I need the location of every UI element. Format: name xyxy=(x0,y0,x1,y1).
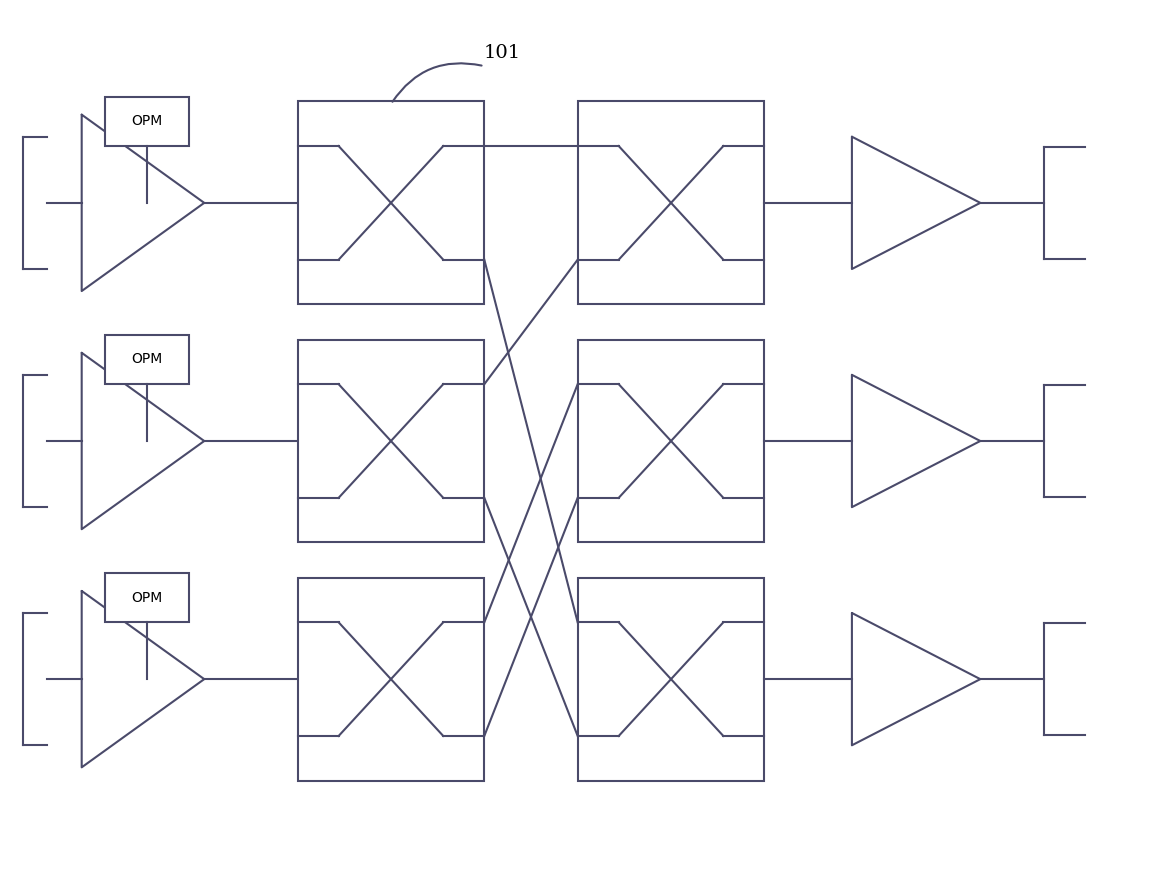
Bar xyxy=(298,340,484,542)
Bar xyxy=(298,101,484,304)
Bar xyxy=(105,335,189,384)
Text: OPM: OPM xyxy=(132,591,162,604)
Text: 101: 101 xyxy=(483,44,520,62)
Bar xyxy=(105,573,189,622)
Bar xyxy=(578,340,764,542)
Bar xyxy=(578,578,764,781)
Text: OPM: OPM xyxy=(132,353,162,366)
Text: OPM: OPM xyxy=(132,115,162,128)
Bar xyxy=(298,578,484,781)
Bar xyxy=(578,101,764,304)
Bar xyxy=(105,97,189,146)
